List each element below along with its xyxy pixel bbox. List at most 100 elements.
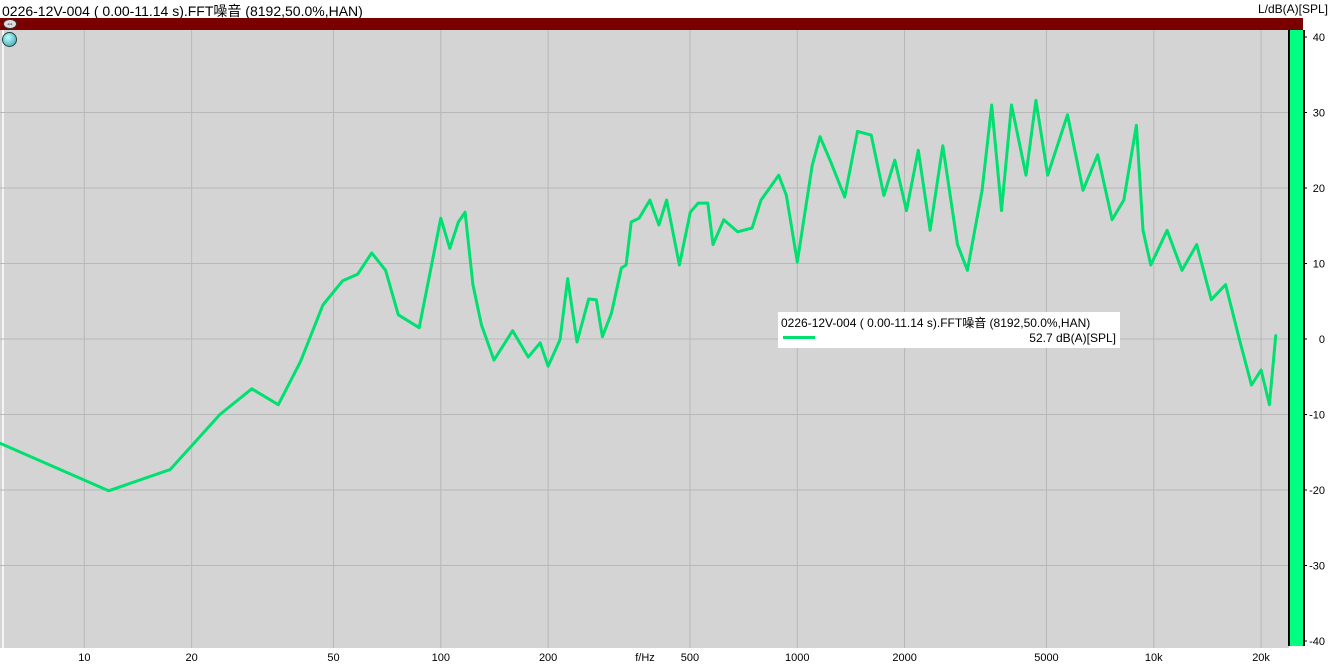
level-bar — [1288, 30, 1305, 646]
y-tick-label: 10 — [1313, 259, 1325, 271]
data-point — [629, 220, 633, 224]
data-point — [1081, 189, 1085, 192]
data-point — [492, 358, 496, 362]
series-line — [0, 98, 1278, 493]
y-tick-label: -40 — [1309, 636, 1325, 648]
data-point — [796, 260, 799, 264]
data-point — [107, 489, 110, 492]
data-point — [384, 269, 387, 272]
data-point — [610, 312, 613, 315]
data-point — [1180, 269, 1184, 272]
y-tick-label: 20 — [1313, 183, 1325, 195]
data-point — [706, 201, 709, 205]
data-point — [665, 198, 668, 202]
data-point — [471, 283, 475, 286]
data-point — [1268, 403, 1271, 406]
data-point — [956, 243, 959, 246]
marker-ball-icon[interactable] — [2, 32, 17, 47]
data-point — [917, 149, 920, 152]
data-point — [980, 189, 984, 192]
legend-entry: 0226-12V-004 ( 0.00-11.14 s).FFT噪音 (8192… — [781, 316, 1091, 330]
data-point — [1274, 334, 1278, 337]
data-point — [397, 313, 400, 317]
x-axis-label: f/Hz — [635, 652, 655, 664]
data-point — [1034, 99, 1038, 102]
data-point — [448, 247, 452, 250]
data-point — [711, 243, 715, 246]
x-tick-label: 10k — [1145, 652, 1163, 664]
y-axis-unit-label: L/dB(A)[SPL] — [1257, 2, 1328, 16]
x-tick-label: 20k — [1252, 652, 1270, 664]
data-point — [277, 403, 280, 406]
y-tick-label: 40 — [1313, 32, 1325, 44]
data-point — [893, 158, 896, 162]
x-tick-label: 500 — [681, 652, 699, 664]
data-point — [546, 364, 550, 368]
x-tick-label: 5000 — [1034, 652, 1058, 664]
data-point — [370, 251, 373, 255]
data-point — [696, 201, 700, 205]
data-point — [624, 263, 628, 267]
data-point — [439, 217, 443, 220]
data-point — [736, 230, 739, 233]
data-point — [1066, 113, 1069, 116]
data-point — [1046, 173, 1049, 177]
data-point — [785, 194, 788, 197]
data-point — [750, 226, 754, 230]
data-point — [818, 135, 822, 138]
data-point — [463, 210, 467, 214]
data-point — [595, 298, 598, 301]
data-point — [882, 194, 886, 197]
data-point — [341, 279, 344, 283]
data-point — [657, 223, 661, 227]
data-point — [575, 340, 579, 344]
data-point — [689, 210, 692, 214]
data-point — [722, 218, 725, 221]
y-tick-label: 0 — [1319, 334, 1325, 346]
data-point — [480, 323, 483, 326]
horizontal-arrows-icon[interactable]: ⇔ — [3, 19, 17, 29]
x-tick-label: 2000 — [892, 652, 916, 664]
data-point — [1250, 383, 1253, 387]
data-point — [941, 144, 945, 147]
header-bar — [0, 18, 1303, 30]
data-point — [418, 326, 421, 329]
data-point — [299, 360, 302, 363]
data-point — [928, 229, 932, 232]
data-point — [1096, 153, 1099, 156]
data-point — [1141, 229, 1145, 232]
data-point — [1238, 338, 1241, 341]
data-point — [759, 198, 763, 202]
data-point — [601, 335, 604, 338]
data-point — [1259, 368, 1263, 372]
data-point — [538, 341, 542, 344]
data-point — [1195, 243, 1198, 246]
x-tick-label: 20 — [186, 652, 198, 664]
y-tick-label: -30 — [1309, 561, 1325, 573]
data-point — [457, 220, 460, 224]
data-point — [1165, 229, 1169, 232]
data-point — [587, 297, 590, 301]
data-point — [1110, 218, 1114, 221]
data-point — [511, 329, 514, 332]
data-point — [1210, 298, 1213, 301]
data-point — [1024, 173, 1028, 177]
data-point — [356, 272, 360, 276]
data-point — [905, 209, 908, 212]
x-tick-label: 100 — [432, 652, 450, 664]
x-tick-label: 10 — [78, 652, 90, 664]
y-tick-label: -20 — [1309, 485, 1325, 497]
data-point — [1122, 198, 1125, 202]
y-tick-label: 30 — [1313, 108, 1325, 120]
data-point — [1010, 103, 1013, 107]
data-point — [777, 173, 780, 177]
data-point — [566, 277, 569, 280]
chart-title: 0226-12V-004 ( 0.00-11.14 s).FFT噪音 (8192… — [2, 3, 363, 19]
data-point — [168, 468, 172, 471]
legend[interactable]: 0226-12V-004 ( 0.00-11.14 s).FFT噪音 (8192… — [778, 312, 1120, 348]
x-tick-label: 200 — [539, 652, 557, 664]
data-point — [648, 198, 652, 202]
y-tick-label: -10 — [1309, 410, 1325, 422]
data-point — [218, 413, 222, 416]
